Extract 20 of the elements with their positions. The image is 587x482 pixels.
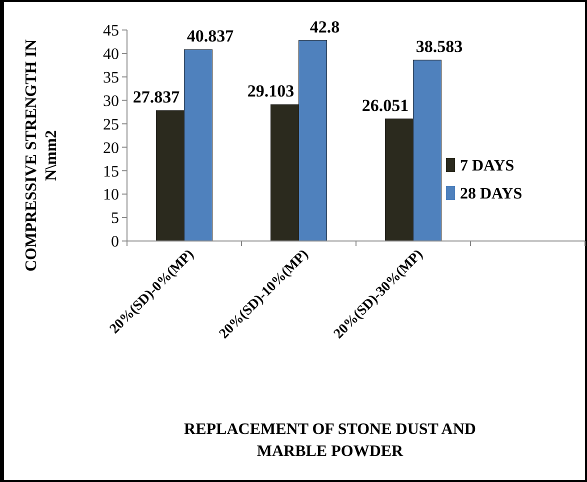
y-tick-label: 20 xyxy=(103,140,119,157)
y-tick-label: 10 xyxy=(103,186,119,204)
y-tick-label: 5 xyxy=(111,210,119,228)
y-tick-label: 35 xyxy=(103,69,119,86)
data-label: 40.837 xyxy=(186,26,234,46)
y-tick-label: 45 xyxy=(103,22,119,40)
legend-label: 28 DAYS xyxy=(460,186,522,203)
data-label: 38.583 xyxy=(416,37,463,56)
data-label: 42.8 xyxy=(310,17,340,36)
y-tick-label: 25 xyxy=(103,116,119,134)
y-tick-label: 15 xyxy=(103,163,119,180)
data-label: 26.051 xyxy=(362,96,409,115)
y-tick-label: 0 xyxy=(111,234,119,251)
data-label: 29.103 xyxy=(247,82,294,101)
y-tick-label: 40 xyxy=(103,46,119,64)
x-axis-title: REPLACEMENT OF STONE DUST AND MARBLE POWDER xyxy=(184,421,476,460)
legend-label: 7 DAYS xyxy=(460,158,514,175)
y-tick-label: 30 xyxy=(103,92,119,110)
data-label: 27.837 xyxy=(132,87,180,106)
y-axis-title: COMPRESSIVE STRENGTH IN N\mm2 xyxy=(23,39,60,272)
